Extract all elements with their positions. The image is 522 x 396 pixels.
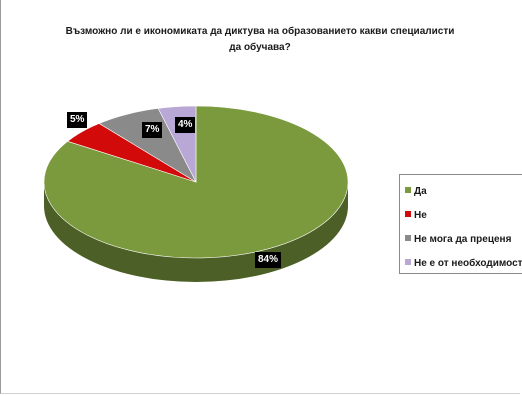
legend-label-ne: Не	[414, 210, 427, 221]
data-label-ne-moga: 7%	[142, 122, 163, 138]
legend-item-ne: Не	[405, 209, 427, 223]
chart-title-line-1: Възможно ли е икономиката да диктува на …	[65, 26, 455, 37]
legend: Да Не Не мога да преценя Не е от необход…	[399, 174, 522, 274]
legend-item-da: Да	[405, 185, 427, 199]
legend-swatch-da	[405, 187, 411, 194]
legend-swatch-ne	[405, 211, 411, 218]
legend-item-ne-moga: Не мога да преценя	[405, 233, 511, 247]
data-label-ne-e-ot: 4%	[175, 117, 196, 133]
legend-label-da: Да	[414, 186, 427, 197]
legend-item-ne-e-ot: Не е от необходимост	[405, 257, 522, 271]
data-label-ne: 5%	[67, 112, 88, 128]
legend-swatch-ne-e-ot	[405, 259, 411, 266]
data-label-da: 84%	[255, 252, 282, 268]
legend-swatch-ne-moga	[405, 235, 411, 242]
chart-title-line-2: да обучава?	[229, 42, 291, 53]
legend-label-ne-e-ot: Не е от необходимост	[414, 258, 522, 269]
chart-title: Възможно ли е икономиката да диктува на …	[40, 24, 480, 56]
legend-label-ne-moga: Не мога да преценя	[414, 234, 512, 245]
